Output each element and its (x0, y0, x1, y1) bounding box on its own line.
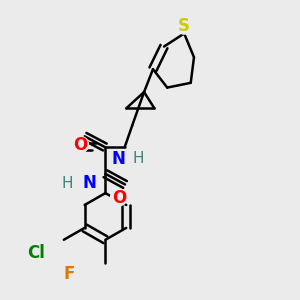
Circle shape (110, 189, 127, 206)
Text: H: H (61, 176, 73, 191)
Circle shape (28, 245, 45, 262)
Text: F: F (64, 265, 75, 283)
Circle shape (59, 175, 76, 192)
Circle shape (110, 151, 127, 167)
Text: N: N (82, 174, 96, 192)
Circle shape (61, 266, 77, 283)
Circle shape (176, 17, 193, 34)
Text: H: H (132, 152, 144, 166)
Circle shape (81, 175, 98, 192)
Circle shape (130, 151, 146, 167)
Text: O: O (73, 136, 87, 154)
Text: O: O (112, 189, 126, 207)
Text: Cl: Cl (28, 244, 45, 262)
Circle shape (72, 136, 88, 153)
Text: N: N (112, 150, 126, 168)
Text: S: S (178, 17, 190, 35)
